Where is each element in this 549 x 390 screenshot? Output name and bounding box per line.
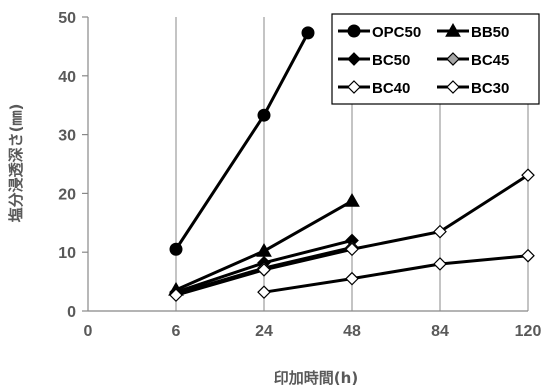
marker-diamond <box>433 257 447 271</box>
x-tick-label: 120 <box>515 323 542 340</box>
marker-triangle <box>445 22 461 37</box>
series-bc30 <box>257 248 535 300</box>
y-axis-title: 塩分浸透深さ(㎜) <box>7 104 25 223</box>
y-tick-label: 50 <box>58 10 76 27</box>
marker-diamond <box>446 80 460 94</box>
x-tick-labels: 0 6 24 48 84 120 <box>84 323 542 340</box>
series-bc40 <box>169 168 535 302</box>
axes <box>82 16 528 312</box>
legend-item: BC45 <box>437 52 509 69</box>
x-tick-label: 84 <box>431 323 449 340</box>
marker-diamond <box>347 52 361 66</box>
marker-triangle <box>256 243 272 257</box>
marker-circle <box>169 242 183 256</box>
x-tick-label: 48 <box>343 323 361 340</box>
marker-diamond <box>257 285 271 300</box>
y-tick-label: 30 <box>58 128 76 145</box>
legend: OPC50 BB50 BC50 BC45 BC40 BC30 <box>331 13 540 105</box>
series-opc50 <box>169 26 315 256</box>
marker-diamond <box>521 248 535 263</box>
series-line <box>174 32 310 251</box>
marker-diamond <box>257 262 271 277</box>
x-axis-title: 印加時間(h) <box>274 369 358 387</box>
marker-diamond <box>521 168 535 183</box>
legend-label: BC45 <box>471 52 509 69</box>
marker-diamond <box>169 288 183 302</box>
legend-label: BC50 <box>372 52 410 69</box>
x-tick-label: 6 <box>172 323 181 340</box>
marker-diamond <box>433 224 447 239</box>
y-tick-labels: 0 10 20 30 40 50 <box>58 10 76 321</box>
legend-item: BC50 <box>338 52 410 69</box>
marker-diamond <box>345 242 359 257</box>
legend-item: OPC50 <box>338 24 421 41</box>
legend-label: OPC50 <box>372 24 421 41</box>
x-tick-label: 24 <box>255 323 273 340</box>
legend-item: BB50 <box>437 22 509 41</box>
marker-circle <box>301 26 315 40</box>
legend-label: BC30 <box>471 80 509 97</box>
series-line <box>263 254 529 294</box>
y-tick-label: 10 <box>58 245 76 262</box>
marker-triangle <box>344 193 360 207</box>
y-tick-label: 20 <box>58 186 76 203</box>
legend-item: BC30 <box>437 80 509 97</box>
marker-diamond <box>345 271 359 286</box>
legend-label: BB50 <box>471 24 509 41</box>
marker-circle <box>347 24 361 38</box>
marker-diamond <box>347 80 361 94</box>
legend-item: BC40 <box>338 80 410 97</box>
y-tick-label: 40 <box>58 69 76 86</box>
marker-diamond <box>446 52 460 66</box>
y-tick-label: 0 <box>67 304 76 321</box>
x-tick-label: 0 <box>84 323 93 340</box>
marker-circle <box>257 108 271 122</box>
legend-label: BC40 <box>372 80 410 97</box>
series-group <box>168 26 535 302</box>
